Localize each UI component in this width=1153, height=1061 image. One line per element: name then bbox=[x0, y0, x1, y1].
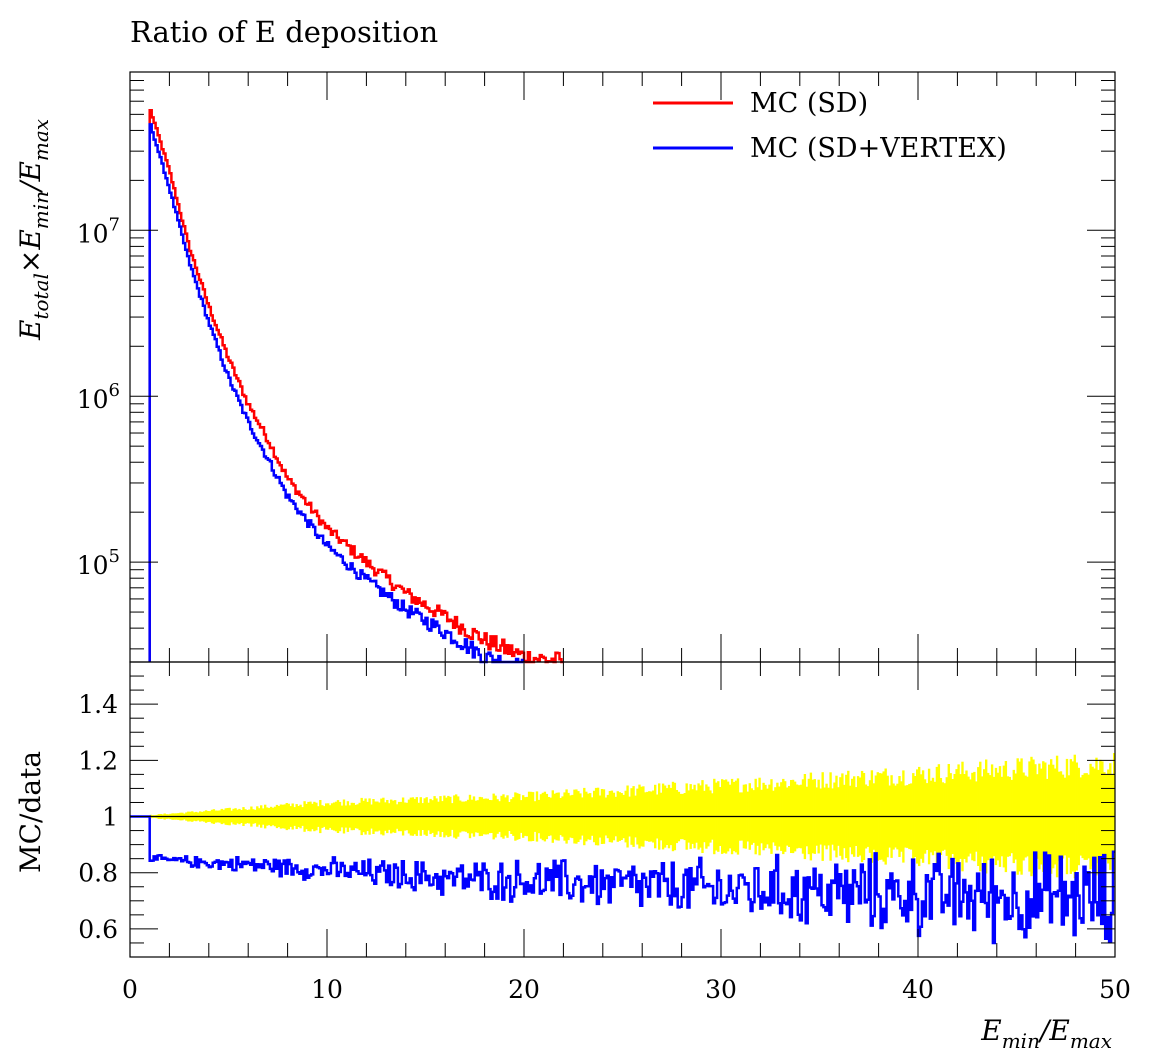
top-series-line-mc-sd bbox=[148, 109, 564, 664]
bottom-y-axis-title: MC/data bbox=[14, 751, 47, 873]
top-x-ticks bbox=[129, 72, 1116, 662]
bottom-series-group bbox=[130, 753, 1116, 945]
bottom-y-ticks: 1.4 1.2 1 0.8 0.6 bbox=[78, 675, 1115, 958]
x-tick-label: 10 bbox=[311, 975, 343, 1004]
x-tick-label: 50 bbox=[1099, 975, 1131, 1004]
legend-label-mc-sd-vertex: MC (SD+VERTEX) bbox=[750, 133, 1007, 164]
top-series-line-mc-sd-vertex bbox=[148, 123, 524, 664]
top-series-group bbox=[148, 109, 564, 664]
bottom-y-tick-label: 0.6 bbox=[78, 915, 118, 944]
legend: MC (SD) MC (SD+VERTEX) bbox=[653, 88, 1007, 164]
x-axis-title: Emin/Emax bbox=[980, 1014, 1112, 1053]
x-tick-label: 30 bbox=[705, 975, 737, 1004]
chart-title: Ratio of E deposition bbox=[130, 15, 438, 49]
top-y-tick-label: 107 bbox=[77, 214, 120, 248]
top-y-tick-label: 105 bbox=[77, 546, 120, 580]
bottom-x-ticks: 0 10 20 30 40 50 bbox=[122, 662, 1131, 1004]
x-tick-label: 40 bbox=[902, 975, 934, 1004]
top-y-tick-label: 106 bbox=[77, 380, 120, 414]
top-y-ticks: 107 106 105 bbox=[77, 71, 1115, 650]
bottom-y-tick-label: 1 bbox=[102, 803, 118, 832]
x-tick-label: 0 bbox=[122, 975, 138, 1004]
ratio-series-line bbox=[130, 815, 1115, 945]
bottom-panel-frame bbox=[129, 661, 1116, 958]
legend-label-mc-sd: MC (SD) bbox=[750, 88, 868, 119]
x-tick-label: 20 bbox=[508, 975, 540, 1004]
bottom-y-tick-label: 1.4 bbox=[78, 690, 118, 719]
top-y-axis-title: Etotal×Emin/Emax bbox=[14, 119, 53, 341]
bottom-y-tick-label: 0.8 bbox=[78, 859, 118, 888]
bottom-y-tick-label: 1.2 bbox=[78, 746, 118, 775]
